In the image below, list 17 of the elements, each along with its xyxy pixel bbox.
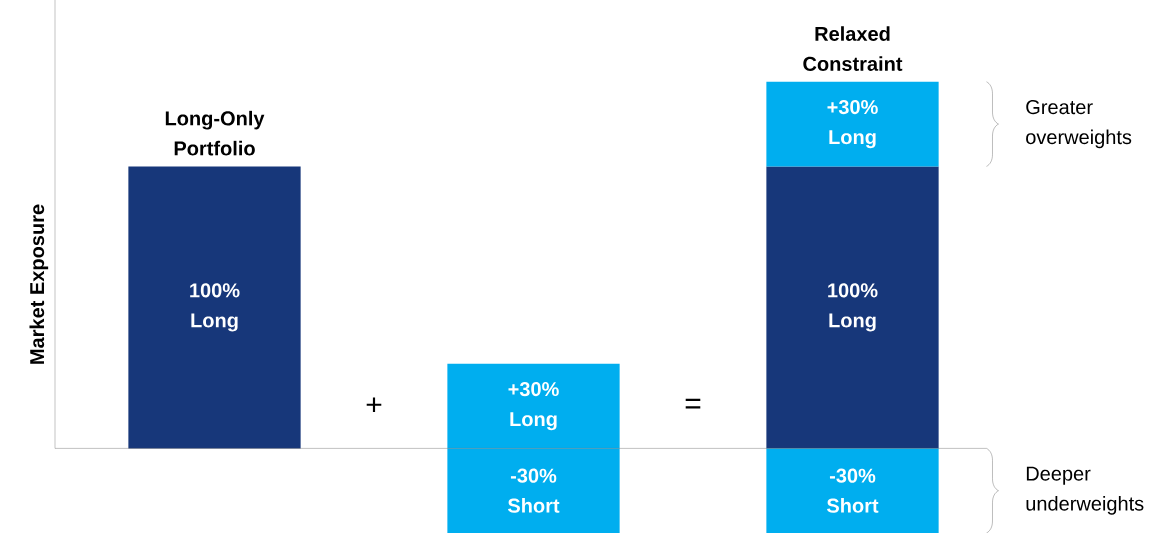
data-label: 100% Long	[828, 283, 878, 332]
text: Greater overweights	[1026, 100, 1132, 149]
data-label: -30% Short	[826, 468, 879, 513]
x-tick-label: Long-Only Portfolio	[165, 110, 265, 156]
data-label: 100% Long	[190, 283, 240, 332]
bar	[128, 166, 301, 449]
text: Deeper underweights	[1026, 466, 1144, 515]
x-tick-label: Relaxed Constraint	[803, 26, 903, 71]
bar	[766, 166, 939, 449]
bar	[766, 81, 939, 167]
bar	[766, 448, 939, 533]
annotation: =	[685, 398, 701, 409]
data-label: -30% Short	[507, 468, 560, 513]
data-label: +30% Long	[827, 99, 878, 149]
data-label: +30% Long	[508, 382, 559, 431]
y-axis-title: Market Exposure	[29, 204, 49, 364]
annotation: +	[366, 397, 382, 413]
